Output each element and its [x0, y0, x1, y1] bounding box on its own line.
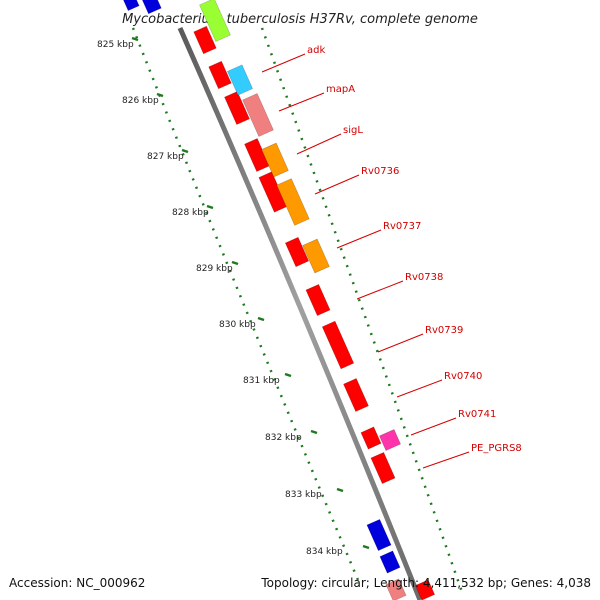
gene-group [120, 0, 436, 600]
gene-arrow [343, 378, 369, 412]
tick-group: 825 kbp 826 kbp 827 kbp 828 kbp 829 kbp 830 k… [97, 36, 370, 557]
gene-arrow [360, 426, 382, 450]
tick-label: 829 kbp [196, 264, 233, 274]
gene-arrow [379, 429, 401, 451]
tick-mark [310, 429, 318, 435]
gene-label: Rv0736 [361, 166, 399, 177]
gene-arrow [227, 64, 253, 96]
gene-arrow [199, 0, 231, 42]
gene-arrow [276, 178, 310, 226]
tick-label: 832 kbp [265, 433, 302, 443]
tick-label: 831 kbp [243, 376, 280, 386]
tick-label: 827 kbp [147, 152, 184, 162]
gene-arrow [284, 236, 310, 268]
tick-mark [284, 372, 292, 378]
label-leader-line [396, 379, 443, 398]
gene-label: Rv0740 [444, 371, 482, 382]
tick-mark [181, 148, 189, 154]
gene-arrow [414, 579, 436, 600]
tick-mark [336, 487, 344, 493]
genome-info-text: Topology: circular; Length: 4,411,532 bp… [261, 576, 591, 590]
label-leader-line [336, 229, 382, 249]
tick-dotted-ring [131, 27, 360, 581]
tick-label: 830 kbp [219, 320, 256, 330]
gene-arrow [138, 0, 162, 15]
gene-arrow [366, 518, 392, 552]
tick-label: 828 kbp [172, 208, 209, 218]
gene-label: mapA [326, 84, 355, 95]
gene-arrow [208, 60, 232, 90]
gene-label: Rv0739 [425, 325, 463, 336]
gene-arrow [120, 0, 140, 12]
genome-backbone [177, 26, 423, 600]
tick-mark [206, 204, 214, 210]
gene-arrow [305, 283, 331, 317]
gene-arrow [224, 91, 250, 125]
tick-label: 833 kbp [285, 490, 322, 500]
map-title: Mycobacterium tuberculosis H37Rv, comple… [122, 12, 478, 27]
tick-mark [231, 260, 239, 266]
gene-label: PE_PGRS8 [471, 443, 522, 454]
gene-arrow [261, 142, 289, 178]
tick-label: 826 kbp [122, 96, 159, 106]
gene-label: sigL [343, 125, 363, 136]
tick-label: 825 kbp [97, 40, 134, 50]
label-leader-line [377, 333, 424, 353]
label-group: adk mapA sigL Rv0736 Rv0737 Rv0738 Rv0739 Rv074… [261, 45, 522, 469]
gene-label: Rv0741 [458, 409, 496, 420]
gene-arrow [321, 320, 355, 370]
tick-mark [131, 36, 139, 42]
label-leader-line [296, 133, 342, 155]
gene-label: Rv0738 [405, 272, 443, 283]
label-leader-line [356, 280, 404, 300]
gene-arrow [370, 451, 396, 485]
gene-arrow [193, 25, 217, 55]
gene-arrow [302, 238, 330, 274]
label-leader-line [278, 92, 325, 112]
label-leader-line [422, 451, 470, 469]
tick-mark [156, 92, 164, 98]
tick-label: 834 kbp [306, 547, 343, 557]
accession-text: Accession: NC_000962 [9, 576, 146, 590]
tick-mark [362, 544, 370, 550]
gene-arrow [242, 93, 274, 137]
label-leader-line [410, 417, 457, 436]
outer-dotted-ring [260, 27, 464, 593]
gene-arrow [385, 578, 407, 600]
gene-label: adk [307, 45, 325, 56]
tick-mark [257, 316, 265, 322]
gene-arrow [379, 550, 401, 574]
label-leader-line [261, 53, 306, 73]
gene-label: Rv0737 [383, 221, 421, 232]
label-leader-line [314, 174, 360, 195]
